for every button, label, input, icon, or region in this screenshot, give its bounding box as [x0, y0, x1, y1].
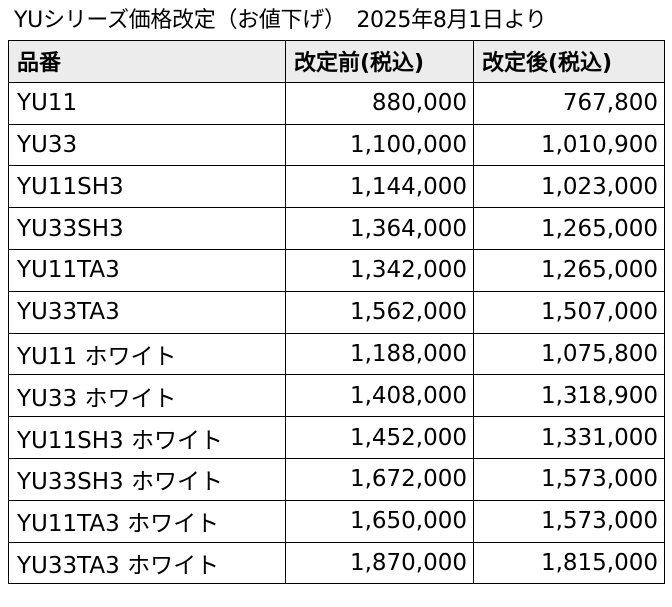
price-after-cell: 1,507,000	[473, 290, 665, 334]
table-row: YU11TA3 1,342,000 1,265,000	[8, 248, 665, 292]
table-row: YU33 1,100,000 1,010,900	[8, 123, 665, 167]
price-after-cell: 1,023,000	[473, 165, 665, 209]
model-cell: YU33SH3 ホワイト	[8, 457, 286, 501]
table-row: YU33TA3 ホワイト 1,870,000 1,815,000	[8, 541, 665, 585]
price-before-cell: 1,408,000	[285, 374, 474, 418]
price-after-cell: 1,815,000	[473, 541, 665, 585]
price-before-cell: 1,100,000	[285, 123, 474, 167]
price-before-cell: 1,672,000	[285, 457, 474, 501]
price-after-cell: 1,331,000	[473, 416, 665, 459]
price-after-cell: 1,010,900	[473, 123, 665, 167]
price-after-cell: 767,800	[473, 81, 665, 125]
table-row: YU11TA3 ホワイト 1,650,000 1,573,000	[8, 499, 665, 543]
table-row: YU33 ホワイト 1,408,000 1,318,900	[8, 374, 665, 418]
table-header-row: 品番 改定前(税込) 改定後(税込)	[8, 40, 665, 83]
price-before-cell: 1,870,000	[285, 541, 474, 585]
table-row: YU33TA3 1,562,000 1,507,000	[8, 290, 665, 334]
price-after-cell: 1,573,000	[473, 457, 665, 501]
price-after-cell: 1,075,800	[473, 332, 665, 376]
table-row: YU11 ホワイト 1,188,000 1,075,800	[8, 332, 665, 376]
table-row: YU11SH3 1,144,000 1,023,000	[8, 165, 665, 209]
model-cell: YU11TA3 ホワイト	[8, 499, 286, 543]
model-cell: YU33TA3 ホワイト	[8, 541, 286, 585]
table-row: YU11 880,000 767,800	[8, 81, 665, 125]
page-title: YUシリーズ価格改定（お値下げ） 2025年8月1日より	[14, 8, 547, 33]
price-table: 品番 改定前(税込) 改定後(税込) YU11 880,000 767,800 …	[8, 40, 665, 585]
model-cell: YU33 ホワイト	[8, 374, 286, 418]
model-cell: YU33SH3	[8, 207, 286, 250]
model-cell: YU11TA3	[8, 248, 286, 292]
header-price-after: 改定後(税込)	[473, 40, 665, 83]
price-after-cell: 1,573,000	[473, 499, 665, 543]
price-after-cell: 1,265,000	[473, 248, 665, 292]
price-before-cell: 1,364,000	[285, 207, 474, 250]
model-cell: YU11	[8, 81, 286, 125]
price-after-cell: 1,318,900	[473, 374, 665, 418]
price-before-cell: 1,342,000	[285, 248, 474, 292]
price-before-cell: 1,188,000	[285, 332, 474, 376]
price-before-cell: 1,562,000	[285, 290, 474, 334]
price-before-cell: 880,000	[285, 81, 474, 125]
table-row: YU33SH3 1,364,000 1,265,000	[8, 207, 665, 250]
model-cell: YU33TA3	[8, 290, 286, 334]
model-cell: YU11 ホワイト	[8, 332, 286, 376]
table-row: YU33SH3 ホワイト 1,672,000 1,573,000	[8, 457, 665, 501]
price-before-cell: 1,144,000	[285, 165, 474, 209]
price-before-cell: 1,650,000	[285, 499, 474, 543]
header-price-before: 改定前(税込)	[285, 40, 474, 83]
table-row: YU11SH3 ホワイト 1,452,000 1,331,000	[8, 416, 665, 459]
model-cell: YU11SH3 ホワイト	[8, 416, 286, 459]
price-before-cell: 1,452,000	[285, 416, 474, 459]
header-model: 品番	[8, 40, 286, 83]
price-after-cell: 1,265,000	[473, 207, 665, 250]
model-cell: YU33	[8, 123, 286, 167]
model-cell: YU11SH3	[8, 165, 286, 209]
